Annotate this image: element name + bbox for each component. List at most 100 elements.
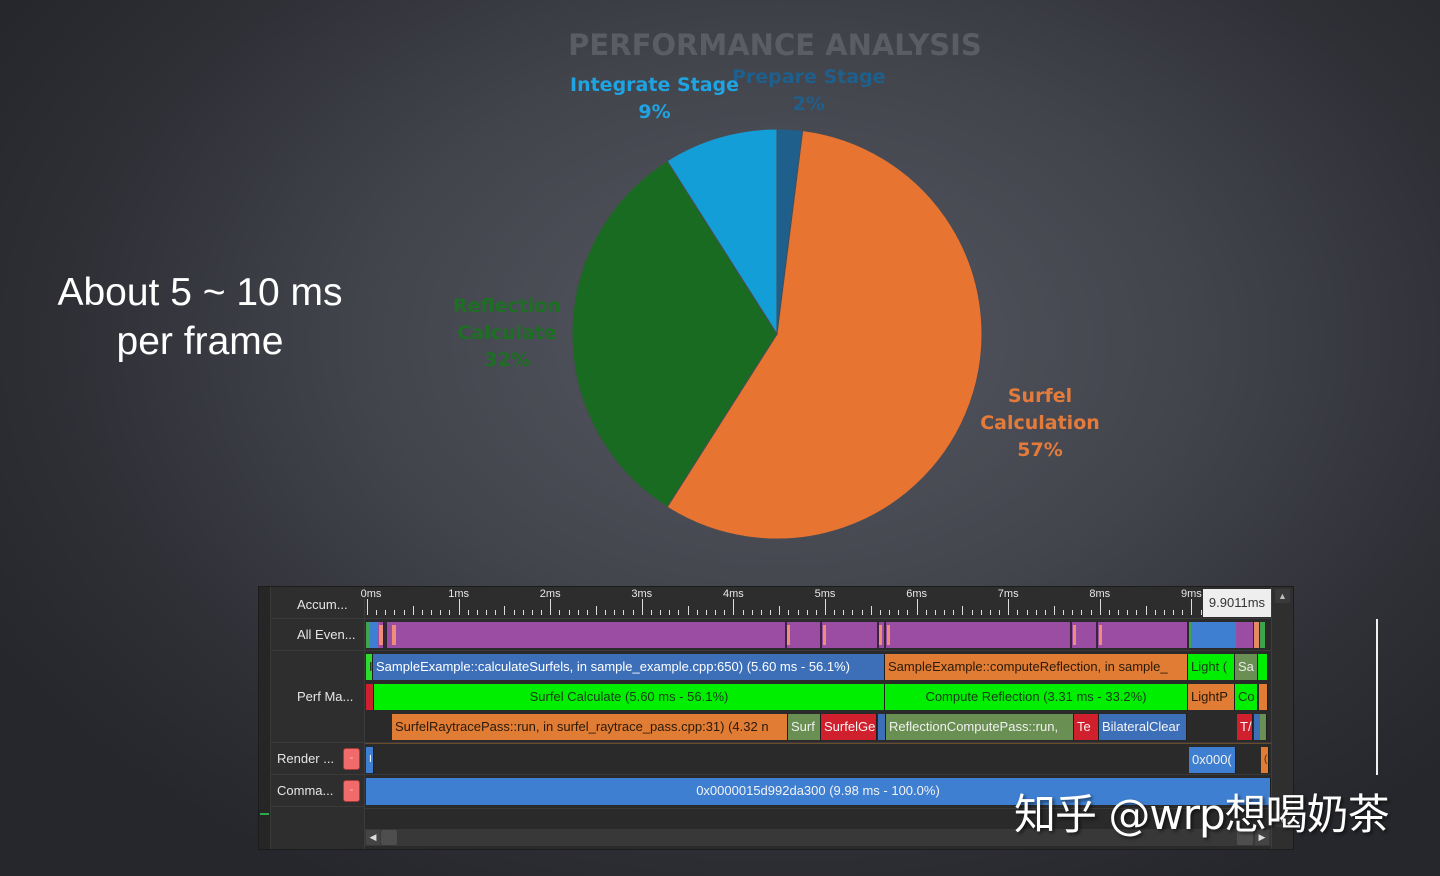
event-marker[interactable] (1099, 625, 1102, 645)
watermark: 知乎 @wrp想喝奶茶 (1014, 790, 1390, 839)
perf-marker-calculate-surfels[interactable]: SampleExample::calculateSurfels, in samp… (373, 654, 885, 680)
event-marker[interactable] (823, 625, 826, 645)
perf-marker-light[interactable]: Light ( (1188, 654, 1235, 680)
ruler-tick (925, 610, 927, 615)
render-segment-address[interactable]: 0x000( (1189, 747, 1236, 773)
perf-marker-te[interactable]: Te (1074, 714, 1099, 740)
render-segment-tail[interactable]: ( (1261, 747, 1269, 773)
event-segment[interactable] (1260, 622, 1265, 648)
event-segment[interactable] (1254, 622, 1259, 648)
ruler-tick-label: 8ms (1089, 588, 1111, 600)
event-marker[interactable] (1073, 625, 1076, 645)
perf-marker-lightp[interactable]: LightP (1188, 684, 1235, 710)
scroll-left-button[interactable]: ◀ (366, 830, 380, 845)
perf-marker-bilateral-clear[interactable]: BilateralClear (1099, 714, 1187, 740)
scroll-down-button[interactable]: ▼ (1275, 813, 1290, 827)
event-segment[interactable] (1189, 622, 1236, 648)
event-separator (785, 622, 787, 648)
perf-marker-surfelge[interactable]: SurfelGe (821, 714, 877, 740)
perf-marker-surf[interactable]: Surf (788, 714, 821, 740)
command-buffer-segment[interactable]: 0x0000015d992da300 (9.98 ms - 100.0%) (366, 778, 1271, 805)
perf-marker-sa[interactable]: Sa (1235, 654, 1258, 680)
horizontal-scroll-thumb-end[interactable] (1237, 830, 1253, 845)
ruler-tick (660, 610, 662, 615)
track-label-perf-markers[interactable]: Perf Ma... (271, 651, 365, 743)
event-separator (884, 622, 886, 648)
perf-marker-co[interactable]: Co (1235, 684, 1258, 710)
timeline-end-cursor (1376, 619, 1378, 775)
horizontal-scrollbar[interactable]: ◀ ▶ (365, 829, 1271, 846)
time-ruler[interactable]: 9.9011ms 0ms 1ms 2ms 3ms 4ms 5ms 6ms 7ms 8ms 9ms (361, 587, 1271, 619)
frame-time-note-line1: About 5 ~ 10 ms (57, 271, 343, 314)
perf-marker-red[interactable] (366, 684, 374, 710)
timeline-area[interactable]: 9.9011ms 0ms 1ms 2ms 3ms 4ms 5ms 6ms 7ms 8ms 9ms … (361, 587, 1378, 849)
perf-marker-ta[interactable]: T/ (1237, 714, 1253, 740)
ruler-tick (843, 610, 845, 615)
event-marker[interactable] (379, 625, 383, 645)
ruler-tick (1099, 599, 1101, 615)
track-label-all-events[interactable]: All Even... (271, 619, 365, 651)
perf-marker-tail[interactable] (1258, 654, 1268, 680)
ruler-tick-label: 3ms (631, 588, 653, 600)
perf-marker-blue-small[interactable] (878, 714, 886, 740)
scroll-up-button[interactable]: ▲ (1275, 589, 1290, 603)
ruler-tick (440, 610, 442, 615)
pie-chart (570, 127, 984, 541)
ruler-tick (412, 606, 414, 615)
perf-marker-tail2[interactable] (1259, 684, 1268, 710)
ruler-tick (1173, 610, 1175, 615)
perf-marker-compute-reflection[interactable]: SampleExample::computeReflection, in sam… (885, 654, 1188, 680)
ruler-tick (605, 610, 607, 615)
event-segment[interactable] (1236, 622, 1253, 648)
perf-marker-compute-reflection-stage[interactable]: Compute Reflection (3.31 ms - 33.2%) (885, 684, 1188, 710)
ruler-tick (705, 610, 707, 615)
event-segment[interactable] (370, 622, 378, 648)
event-segment[interactable] (366, 622, 370, 648)
ruler-tick (934, 610, 936, 615)
command-collapse-button[interactable]: - (343, 780, 360, 802)
ruler-tick (376, 610, 378, 615)
perf-marker-surfel-calculate[interactable]: Surfel Calculate (5.60 ms - 56.1%) (374, 684, 885, 710)
ruler-tick (641, 599, 643, 615)
perf-marker-reflection-compute-pass[interactable]: ReflectionComputePass::run, (886, 714, 1074, 740)
ruler-tick (980, 610, 982, 615)
perf-marker-tiny[interactable]: I (366, 654, 373, 680)
render-track: I 0x000( ( (365, 743, 1271, 775)
perf-marker-olive-tiny[interactable] (1260, 714, 1267, 740)
track-label-command[interactable]: Comma... (271, 775, 365, 807)
command-track: 0x0000015d992da300 (9.98 ms - 100.0%) (365, 775, 1271, 809)
ruler-tick (577, 610, 579, 615)
ruler-tick (550, 599, 552, 615)
event-marker[interactable] (879, 625, 882, 645)
vertical-scrollbar[interactable]: ▲ ▼ (1271, 587, 1293, 849)
ruler-tick-label: 1ms (448, 588, 469, 600)
pie-label-prepare-name: Prepare Stage (732, 66, 886, 88)
ruler-tick (669, 610, 671, 615)
event-marker[interactable] (887, 625, 890, 645)
event-marker[interactable] (392, 625, 396, 645)
track-label-accum[interactable]: Accum... (271, 587, 365, 619)
ruler-tick (944, 610, 946, 615)
event-marker[interactable] (787, 625, 790, 645)
ruler-tick (806, 610, 808, 615)
all-events-track (365, 619, 1271, 651)
ruler-tick (1127, 610, 1129, 615)
ruler-tick (367, 599, 368, 615)
track-label-command-text: Comma... (277, 783, 334, 798)
horizontal-scroll-thumb[interactable] (381, 830, 397, 845)
ruler-tick (751, 610, 753, 615)
track-labels: Accum... All Even... Perf Ma... Render .… (271, 587, 365, 849)
ruler-tick (1054, 606, 1055, 615)
render-marker[interactable]: I (366, 747, 374, 773)
perf-marker-surfel-raytrace-pass[interactable]: SurfelRaytracePass::run, in surfel_raytr… (392, 714, 788, 740)
ruler-tick (476, 610, 478, 615)
pie-label-reflection-line1: Reflection (453, 295, 561, 317)
pie-label-reflection: Reflection Calculate 32% (448, 293, 566, 374)
ruler-tick (815, 610, 817, 615)
ruler-tick (797, 610, 799, 615)
pie-label-integrate: Integrate Stage 9% (570, 72, 739, 126)
ruler-tick (870, 606, 872, 615)
render-collapse-button[interactable]: - (343, 748, 360, 770)
track-label-render[interactable]: Render ... (271, 743, 365, 775)
scroll-right-button[interactable]: ▶ (1255, 830, 1269, 845)
